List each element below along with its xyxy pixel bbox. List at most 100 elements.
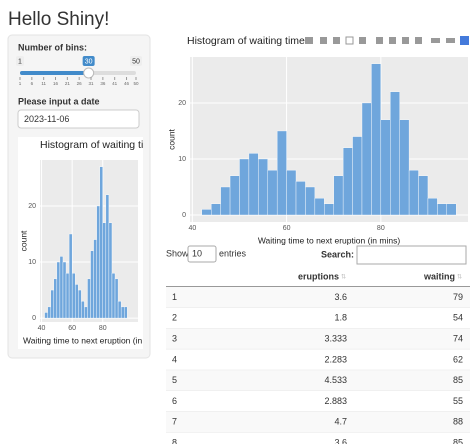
bar <box>314 197 325 216</box>
row-index: 6 <box>172 396 177 406</box>
row-index: 2 <box>172 313 177 323</box>
slider-value: 30 <box>85 58 93 65</box>
bar <box>276 130 287 216</box>
bar <box>87 278 91 319</box>
row-index: 7 <box>172 417 177 427</box>
toolbar-icon[interactable] <box>402 37 409 44</box>
slider-tick-label: 50 <box>133 81 139 86</box>
bar <box>105 194 110 319</box>
sort-icon: ⇅ <box>341 275 346 281</box>
toolbar-icon[interactable] <box>460 36 469 45</box>
row-index: 5 <box>172 375 177 385</box>
column-header[interactable]: eruptions <box>298 271 339 281</box>
y-axis-label: count <box>18 230 28 251</box>
table-cell: 85 <box>453 375 463 385</box>
slider-max-box <box>130 56 142 66</box>
input-label: Number of bins: <box>18 42 87 52</box>
toolbar-icon[interactable] <box>446 38 455 43</box>
bar <box>380 119 391 216</box>
bar <box>399 119 410 216</box>
table-row <box>166 307 470 329</box>
x-axis-label: Waiting time to next eruption (in mins) <box>23 335 166 345</box>
bar <box>286 169 297 216</box>
bar <box>258 158 268 216</box>
slider-tick-label: 21 <box>65 81 71 86</box>
bar <box>333 175 344 216</box>
bar <box>47 306 51 319</box>
bar <box>324 203 334 216</box>
column-header[interactable]: waiting <box>423 271 455 281</box>
slider-tick-label: 46 <box>124 81 130 86</box>
table-cell: 54 <box>453 313 463 323</box>
toolbar-icon[interactable] <box>333 37 340 44</box>
x-tick-label: 60 <box>68 325 76 332</box>
bar <box>371 63 382 216</box>
slider-tick-label: 16 <box>53 81 59 86</box>
y-axis-label: count <box>166 128 176 149</box>
toolbar-icon[interactable] <box>305 37 313 44</box>
table-row <box>166 370 470 391</box>
slider-tick-label: 36 <box>100 81 106 86</box>
bar <box>90 250 94 319</box>
slider-max: 50 <box>132 58 140 65</box>
table-cell: 74 <box>453 333 463 343</box>
bar <box>305 186 316 216</box>
toolbar-icon[interactable] <box>431 38 440 43</box>
plot-title: Histogram of waiting times <box>187 35 310 47</box>
bar <box>267 169 278 216</box>
date-input[interactable] <box>17 109 140 129</box>
y-tick-label: 20 <box>178 100 186 107</box>
table-cell: 4.533 <box>324 375 347 385</box>
table-cell: 1.8 <box>334 313 347 323</box>
toolbar-icon[interactable] <box>376 37 383 44</box>
bar <box>120 306 125 319</box>
bar <box>71 273 76 319</box>
x-tick-label: 80 <box>377 225 385 232</box>
table-header <box>166 268 470 286</box>
plot-toolbar <box>305 36 469 45</box>
row-index: 1 <box>172 292 177 302</box>
toolbar-icon[interactable] <box>415 37 422 44</box>
bar <box>295 181 306 216</box>
bar <box>114 278 119 319</box>
toolbar-icon[interactable] <box>359 37 366 44</box>
bar <box>408 169 419 216</box>
toolbar-icon[interactable] <box>345 36 354 45</box>
bar <box>352 136 363 216</box>
x-tick-label: 80 <box>99 325 107 332</box>
slider-min-box <box>16 56 24 66</box>
search-input[interactable] <box>356 245 467 265</box>
app-title: Hello Shiny! <box>8 9 109 30</box>
slider-handle[interactable] <box>83 67 95 79</box>
sidebar-plot: 0 10 20 40 60 80 Histogram of waiting times Wai… <box>18 139 166 345</box>
table-cell: 2.883 <box>324 396 347 406</box>
slider-tick-label: 6 <box>31 81 34 86</box>
y-tick-label: 0 <box>182 212 186 219</box>
table-cell: 3.6 <box>334 292 347 302</box>
table-cell: 85 <box>453 437 463 444</box>
table-cell: 88 <box>453 417 463 427</box>
table-cell: 2.283 <box>324 354 347 364</box>
bar <box>220 186 231 216</box>
bar <box>248 153 259 216</box>
bar <box>437 203 447 216</box>
table-cell: 62 <box>453 354 463 364</box>
slider-tick-label: 41 <box>112 81 118 86</box>
bar <box>78 289 82 319</box>
bar <box>50 289 54 319</box>
search-label: Search: <box>321 249 354 259</box>
bar <box>59 256 64 319</box>
length-value: 10 <box>192 248 202 258</box>
table-cell: 3.6 <box>334 437 347 444</box>
toolbar-icon[interactable] <box>320 37 327 44</box>
row-index: 3 <box>172 333 177 343</box>
bar <box>111 273 116 319</box>
bar <box>427 197 438 216</box>
toolbar-icon[interactable] <box>389 37 396 44</box>
bar <box>117 301 122 319</box>
bar <box>56 261 61 319</box>
table-row <box>166 328 470 350</box>
table-cell: 55 <box>453 396 463 406</box>
length-label: entries <box>219 248 247 258</box>
length-select[interactable] <box>187 245 217 263</box>
